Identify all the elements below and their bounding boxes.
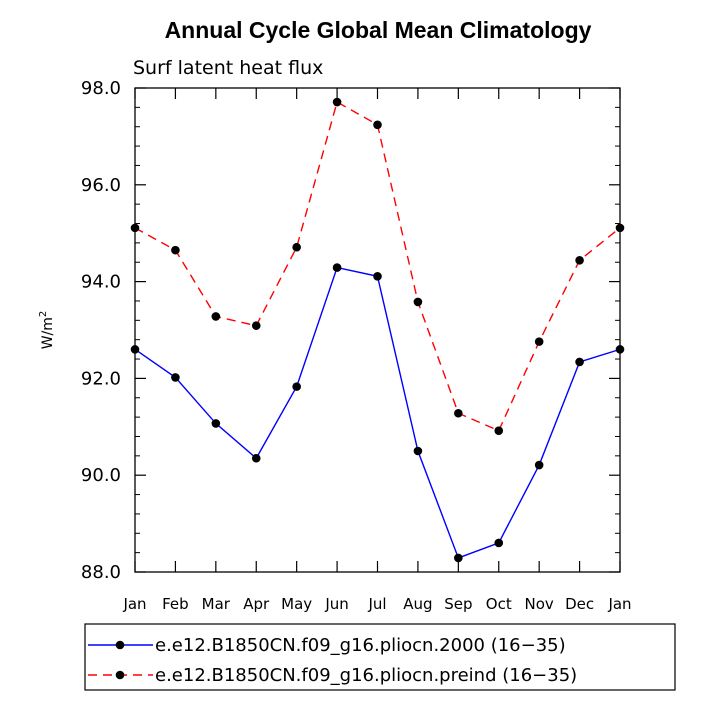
axis-ticks: 88.0 90.0 92.0 94.0 96.0 98.0 Jan Feb Mar Apr May J…	[81, 78, 632, 613]
series-0-point	[494, 538, 504, 548]
series-1-point	[171, 245, 180, 255]
series-0-point	[332, 263, 342, 272]
series-1-point	[413, 297, 423, 307]
series-1-point	[575, 256, 584, 265]
axes-frame	[134, 87, 621, 573]
series-1-point	[130, 223, 140, 233]
series-0-point	[575, 357, 584, 367]
legend-label-0: e.e12.B1850CN.f09_g16.pliocn.2000 (16−35…	[155, 635, 566, 656]
series-1-point	[332, 97, 342, 107]
legend-marker-0	[115, 640, 125, 650]
series-1-point	[534, 337, 544, 346]
y-tick-label: 98.0	[81, 78, 121, 99]
series-1-point	[454, 408, 463, 418]
x-tick-label: Jul	[367, 595, 386, 613]
y-tick-label: 88.0	[81, 562, 121, 583]
x-tick-label: Apr	[243, 595, 270, 613]
series-0-point	[454, 553, 463, 563]
series-1-point	[292, 242, 301, 252]
series-layer	[130, 97, 625, 563]
plot-frame	[134, 87, 621, 573]
series-1-point	[494, 426, 504, 435]
y-tick-label: 96.0	[81, 175, 121, 196]
chart-subtitle: Surf latent heat flux	[133, 57, 323, 79]
x-tick-label: Aug	[403, 595, 432, 613]
y-tick-label: 92.0	[81, 368, 121, 389]
x-tick-label: Nov	[525, 595, 554, 613]
x-tick-label: Feb	[162, 595, 189, 613]
y-tick-label: 90.0	[81, 465, 121, 486]
y-axis-label: W/m2	[38, 311, 56, 350]
legend-marker-1	[115, 670, 125, 680]
x-tick-label: Oct	[486, 595, 512, 613]
series-0-point	[130, 345, 140, 354]
series-0-point	[534, 460, 544, 470]
series-0-point	[211, 419, 221, 428]
y-tick-label: 94.0	[81, 272, 121, 293]
legend-box	[84, 623, 676, 691]
series-0-point	[413, 446, 423, 456]
series-1-point	[615, 223, 625, 233]
legend: e.e12.B1850CN.f09_g16.pliocn.2000 (16−35…	[84, 623, 676, 691]
x-tick-label: Jan	[122, 595, 146, 613]
x-tick-label: Dec	[565, 595, 594, 613]
series-1-point	[251, 321, 261, 330]
x-tick-label: Sep	[444, 595, 472, 613]
x-tick-label: Jun	[324, 595, 348, 613]
chart-title: Annual Cycle Global Mean Climatology	[165, 17, 592, 43]
series-line-1	[134, 100, 621, 432]
series-0-point	[251, 453, 261, 463]
series-1-point	[373, 120, 382, 130]
series-0-point	[615, 345, 625, 354]
x-tick-label: May	[281, 595, 312, 613]
x-tick-label: Jan	[607, 595, 631, 613]
series-1-point	[211, 312, 221, 321]
series-line-0	[134, 266, 621, 559]
series-0-point	[373, 271, 382, 281]
series-0-point	[171, 373, 180, 382]
legend-label-1: e.e12.B1850CN.f09_g16.pliocn.preind (16−…	[155, 665, 577, 686]
x-tick-label: Mar	[202, 595, 231, 613]
series-0-point	[292, 382, 301, 391]
